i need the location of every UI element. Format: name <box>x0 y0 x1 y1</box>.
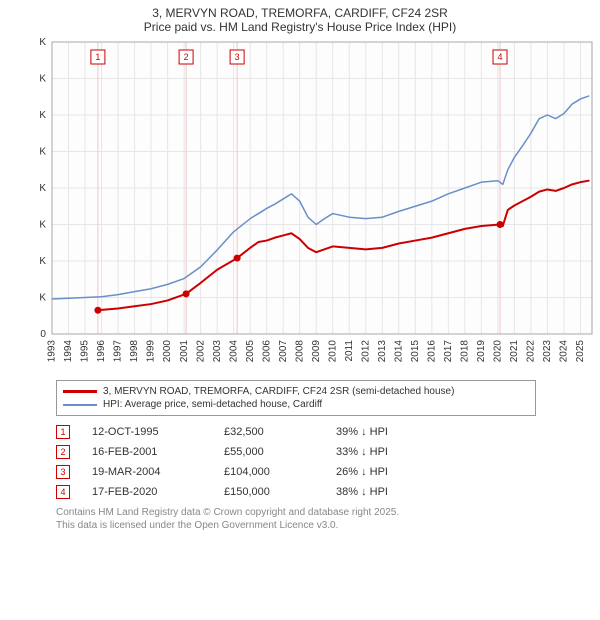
transaction-marker: 1 <box>56 425 70 439</box>
transaction-marker: 4 <box>56 485 70 499</box>
svg-text:£200K: £200K <box>40 183 46 194</box>
svg-text:1998: 1998 <box>129 340 140 363</box>
svg-text:1999: 1999 <box>146 340 157 363</box>
svg-text:2013: 2013 <box>377 340 388 363</box>
legend-label: HPI: Average price, semi-detached house,… <box>103 399 322 410</box>
svg-text:1994: 1994 <box>63 340 74 363</box>
svg-text:£250K: £250K <box>40 147 46 158</box>
legend-swatch <box>63 390 97 393</box>
title-block: 3, MERVYN ROAD, TREMORFA, CARDIFF, CF24 … <box>0 0 600 36</box>
svg-text:2012: 2012 <box>360 340 371 363</box>
footnote-line: This data is licensed under the Open Gov… <box>56 519 600 532</box>
transaction-date: 17-FEB-2020 <box>92 486 202 498</box>
svg-text:2020: 2020 <box>493 340 504 363</box>
transaction-row: 1 12-OCT-1995 £32,500 39% ↓ HPI <box>56 422 600 442</box>
legend-item: 3, MERVYN ROAD, TREMORFA, CARDIFF, CF24 … <box>63 385 529 398</box>
svg-text:£100K: £100K <box>40 256 46 267</box>
legend: 3, MERVYN ROAD, TREMORFA, CARDIFF, CF24 … <box>56 380 536 416</box>
svg-text:4: 4 <box>498 52 503 62</box>
svg-text:£50K: £50K <box>40 293 46 304</box>
svg-text:2000: 2000 <box>162 340 173 363</box>
transaction-date: 16-FEB-2001 <box>92 446 202 458</box>
transaction-price: £150,000 <box>224 486 314 498</box>
footnote: Contains HM Land Registry data © Crown c… <box>56 506 600 532</box>
svg-text:2008: 2008 <box>294 340 305 363</box>
svg-text:2001: 2001 <box>179 340 190 363</box>
transaction-date: 19-MAR-2004 <box>92 466 202 478</box>
svg-text:£150K: £150K <box>40 220 46 231</box>
footnote-line: Contains HM Land Registry data © Crown c… <box>56 506 600 519</box>
transaction-price: £104,000 <box>224 466 314 478</box>
svg-text:1: 1 <box>95 52 100 62</box>
svg-text:1996: 1996 <box>96 340 107 363</box>
legend-item: HPI: Average price, semi-detached house,… <box>63 398 529 411</box>
svg-text:2005: 2005 <box>245 340 256 363</box>
svg-text:1997: 1997 <box>113 340 124 363</box>
chart-svg: £0 £50K £100K £150K £200K £250K £300K £350K £400… <box>40 36 600 374</box>
svg-text:2004: 2004 <box>228 340 239 363</box>
svg-text:2011: 2011 <box>344 340 355 362</box>
transaction-row: 2 16-FEB-2001 £55,000 33% ↓ HPI <box>56 442 600 462</box>
page: 3, MERVYN ROAD, TREMORFA, CARDIFF, CF24 … <box>0 0 600 620</box>
svg-text:2023: 2023 <box>542 340 553 363</box>
svg-text:2014: 2014 <box>393 340 404 363</box>
svg-text:£0: £0 <box>40 329 46 340</box>
svg-text:2: 2 <box>184 52 189 62</box>
svg-text:2017: 2017 <box>443 340 454 363</box>
svg-text:£300K: £300K <box>40 110 46 121</box>
transaction-price: £32,500 <box>224 426 314 438</box>
chart: £0 £50K £100K £150K £200K £250K £300K £350K £400… <box>40 36 600 374</box>
svg-text:2006: 2006 <box>261 340 272 363</box>
svg-text:2015: 2015 <box>410 340 421 363</box>
svg-text:2010: 2010 <box>327 340 338 363</box>
title-subtitle: Price paid vs. HM Land Registry's House … <box>0 20 600 34</box>
transaction-diff: 33% ↓ HPI <box>336 446 456 458</box>
svg-text:£400K: £400K <box>40 37 46 48</box>
svg-text:2021: 2021 <box>509 340 520 363</box>
legend-label: 3, MERVYN ROAD, TREMORFA, CARDIFF, CF24 … <box>103 386 454 397</box>
svg-text:2018: 2018 <box>459 340 470 363</box>
transaction-marker: 2 <box>56 445 70 459</box>
svg-text:2019: 2019 <box>476 340 487 363</box>
svg-text:2007: 2007 <box>278 340 289 363</box>
transaction-diff: 39% ↓ HPI <box>336 426 456 438</box>
transaction-diff: 38% ↓ HPI <box>336 486 456 498</box>
transaction-row: 3 19-MAR-2004 £104,000 26% ↓ HPI <box>56 462 600 482</box>
svg-text:1995: 1995 <box>80 340 91 363</box>
svg-text:2022: 2022 <box>526 340 537 363</box>
title-address: 3, MERVYN ROAD, TREMORFA, CARDIFF, CF24 … <box>0 6 600 20</box>
svg-text:2002: 2002 <box>195 340 206 363</box>
svg-text:2016: 2016 <box>426 340 437 363</box>
svg-text:2003: 2003 <box>212 340 223 363</box>
transaction-diff: 26% ↓ HPI <box>336 466 456 478</box>
transaction-marker: 3 <box>56 465 70 479</box>
svg-text:3: 3 <box>235 52 240 62</box>
svg-text:£350K: £350K <box>40 74 46 85</box>
svg-text:1993: 1993 <box>47 340 58 363</box>
svg-text:2024: 2024 <box>559 340 570 363</box>
transaction-date: 12-OCT-1995 <box>92 426 202 438</box>
transaction-price: £55,000 <box>224 446 314 458</box>
transactions-table: 1 12-OCT-1995 £32,500 39% ↓ HPI 2 16-FEB-2001… <box>56 422 600 502</box>
legend-swatch <box>63 404 97 406</box>
svg-text:2025: 2025 <box>575 340 586 363</box>
transaction-row: 4 17-FEB-2020 £150,000 38% ↓ HPI <box>56 482 600 502</box>
svg-text:2009: 2009 <box>311 340 322 363</box>
